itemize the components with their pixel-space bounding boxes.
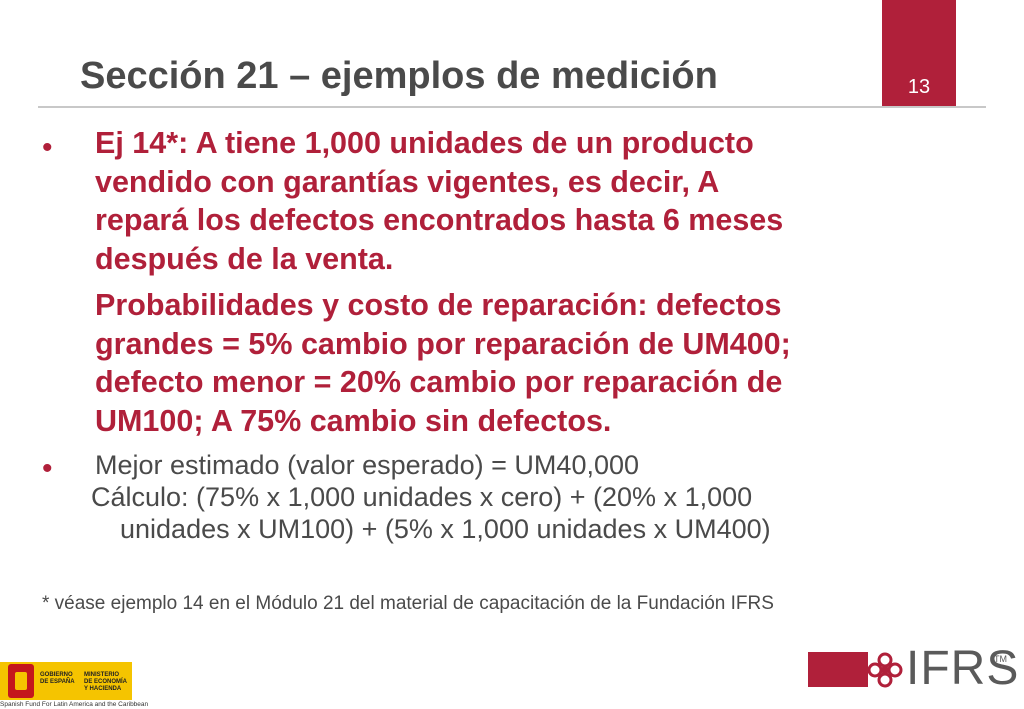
probability-line: Probabilidades y costo de reparación: de… [95, 288, 782, 322]
page-number: 13 [907, 76, 931, 98]
calculation-line: unidades x UM100) + (5% x 1,000 unidades… [120, 514, 771, 544]
gov-name: GOBIERNO DE ESPAÑA [40, 672, 75, 685]
slide-title: Sección 21 – ejemplos de medición [80, 55, 718, 97]
ifrs-wordmark: IFRS [906, 642, 1020, 695]
ifrs-flower-icon [867, 652, 903, 688]
bullet-marker: • [42, 452, 53, 485]
spain-government-logo: GOBIERNO DE ESPAÑA MINISTERIO DE ECONOMÍ… [0, 662, 148, 708]
title-divider [38, 106, 986, 108]
page-number-tab [882, 0, 956, 108]
ifrs-trademark: TM [994, 654, 1007, 664]
example-text: Ej 14*: A tiene 1,000 unidades de un pro… [95, 124, 783, 278]
estimate-text: Mejor estimado (valor esperado) = UM40,0… [95, 450, 640, 480]
bullet-marker: • [42, 131, 53, 164]
probability-text: Probabilidades y costo de reparación: de… [95, 286, 791, 440]
probability-line: grandes = 5% cambio por reparación de UM… [95, 326, 791, 361]
ifrs-logo-bar [808, 652, 868, 687]
footnote: * véase ejemplo 14 en el Módulo 21 del m… [42, 593, 774, 614]
probability-line: defecto menor = 20% cambio por reparació… [95, 365, 783, 399]
example-line: vendido con garantías vigentes, es decir… [95, 164, 720, 199]
coat-of-arms-icon [8, 664, 34, 698]
ministry-name: MINISTERIO DE ECONOMÍA Y HACIENDA [84, 672, 127, 692]
gov-logo-band: GOBIERNO DE ESPAÑA MINISTERIO DE ECONOMÍ… [0, 662, 132, 700]
example-line: después de la venta. [95, 241, 394, 276]
example-line: repará los defectos encontrados hasta 6 … [95, 203, 784, 237]
calculation-line: Cálculo: (75% x 1,000 unidades x cero) +… [91, 482, 753, 512]
probability-line: UM100; A 75% cambio sin defectos. [95, 403, 612, 438]
fund-caption: Spanish Fund For Latin America and the C… [0, 701, 149, 708]
example-line: Ej 14*: A tiene 1,000 unidades de un pro… [95, 126, 754, 160]
